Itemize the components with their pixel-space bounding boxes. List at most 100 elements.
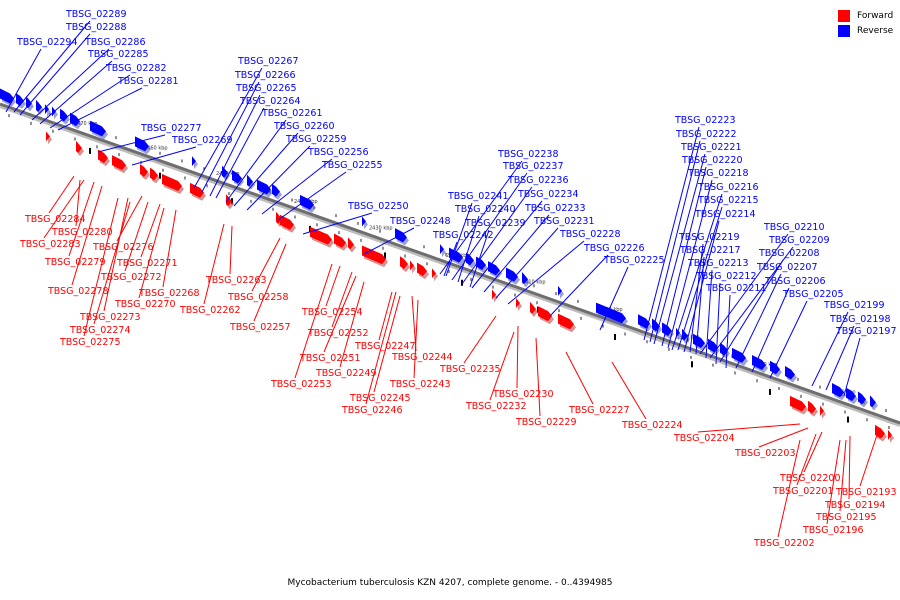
label-leader-line	[735, 273, 782, 369]
major-tick	[691, 361, 693, 368]
forward-gene-arrow	[276, 211, 282, 225]
major-tick	[89, 147, 91, 154]
label-leader-line	[325, 265, 341, 307]
reverse-gene-arrow	[232, 170, 242, 184]
label-leader-line	[677, 206, 723, 351]
label-leader-line	[203, 223, 225, 305]
label-leader-line	[667, 179, 713, 349]
reverse-gene-label: TBSG_02223	[674, 115, 736, 126]
reverse-gene-arrow	[135, 136, 149, 152]
legend-forward-label: Forward	[857, 10, 894, 21]
forward-gene-label: TBSG_02230	[492, 389, 554, 400]
label-leader-line	[516, 325, 519, 389]
reverse-gene-label: TBSG_02281	[117, 76, 179, 87]
forward-gene-arrow	[888, 428, 892, 440]
reverse-gene-label: TBSG_02236	[507, 175, 569, 186]
label-leader-line	[411, 295, 417, 352]
label-leader-line	[843, 337, 861, 397]
reverse-gene-label: TBSG_02216	[697, 182, 759, 193]
reverse-gene-label: TBSG_02221	[680, 142, 742, 153]
major-tick	[769, 388, 771, 395]
reverse-gene-arrow	[558, 284, 562, 296]
label-leader-line	[323, 275, 357, 353]
label-leader-line	[225, 119, 287, 203]
label-leader-line	[229, 225, 233, 275]
reverse-gene-label: TBSG_02265	[235, 83, 297, 94]
label-leader-line	[803, 431, 823, 473]
label-leader-line	[471, 200, 543, 289]
reverse-gene-label: TBSG_02218	[687, 168, 749, 179]
reverse-gene-arrow	[466, 252, 474, 266]
label-leader-line	[611, 361, 647, 420]
reverse-gene-arrow	[26, 96, 32, 109]
reverse-gene-label: TBSG_02261	[261, 108, 323, 119]
scale-label: 2460 kbp	[144, 146, 168, 152]
label-leader-line	[378, 291, 393, 341]
forward-gene-label: TBSG_02273	[79, 312, 141, 323]
major-tick	[847, 416, 849, 423]
reverse-gene-label: TBSG_02286	[84, 37, 146, 48]
label-leader-line	[124, 201, 149, 272]
forward-gene-label: TBSG_02279	[44, 257, 106, 268]
label-leader-line	[443, 241, 458, 277]
label-leader-line	[859, 431, 879, 487]
forward-gene-label: TBSG_02254	[301, 307, 363, 318]
forward-gene-arrow	[538, 306, 552, 322]
label-leader-line	[71, 185, 103, 286]
reverse-gene-label: TBSG_02199	[823, 300, 885, 311]
label-leader-line	[162, 209, 177, 288]
forward-gene-arrow	[410, 259, 414, 271]
forward-gene-arrow	[516, 296, 520, 309]
major-tick	[384, 252, 386, 259]
reverse-gene-arrow	[785, 366, 795, 380]
major-tick	[231, 198, 233, 205]
forward-gene-label: TBSG_02204	[673, 433, 735, 444]
reverse-gene-arrow	[440, 242, 444, 255]
forward-gene-arrow	[162, 173, 182, 192]
gene-labels: TBSG_02289 TBSG_02288 TBSG_02294 TBSG_02286…	[5, 9, 897, 549]
label-leader-line	[68, 181, 95, 257]
label-leader-line	[699, 233, 789, 355]
label-leader-line	[715, 282, 721, 365]
reverse-gene-label: TBSG_02250	[347, 201, 409, 212]
reverse-gene-label: TBSG_02277	[140, 123, 202, 134]
label-leader-line	[233, 132, 299, 207]
reverse-gene-label: TBSG_02211	[705, 283, 767, 294]
reverse-gene-label: TBSG_02234	[517, 189, 579, 200]
forward-gene-label: TBSG_02202	[753, 538, 815, 549]
forward-gene-label: TBSG_02224	[621, 420, 683, 431]
forward-gene-label: TBSG_02249	[315, 368, 377, 379]
label-leader-line	[49, 74, 131, 129]
forward-gene-arrow	[400, 256, 408, 270]
legend-reverse-label: Reverse	[857, 25, 894, 36]
label-leader-line	[339, 281, 365, 368]
forward-gene-arrow	[362, 245, 386, 265]
reverse-gene-label: TBSG_02233	[524, 203, 586, 214]
label-leader-line	[138, 207, 165, 299]
forward-gene-label: TBSG_02283	[19, 239, 81, 250]
reverse-gene-arrow	[522, 272, 528, 285]
label-leader-line	[13, 20, 91, 113]
reverse-gene-label: TBSG_02266	[234, 70, 296, 81]
major-tick	[614, 333, 616, 340]
reverse-gene-arrow	[52, 105, 56, 117]
reverse-gene-arrow	[192, 154, 196, 167]
reverse-gene-arrow	[506, 267, 518, 282]
reverse-gene-arrow	[90, 120, 106, 137]
reverse-gene-label: TBSG_02264	[239, 96, 301, 107]
reverse-gene-label: TBSG_02219	[678, 232, 740, 243]
label-leader-line	[495, 227, 559, 299]
label-leader-line	[48, 175, 75, 214]
forward-gene-label: TBSG_02272	[100, 272, 162, 283]
reverse-gene-label: TBSG_02248	[389, 216, 451, 227]
forward-gene-label: TBSG_02263	[205, 275, 267, 286]
label-leader-line	[5, 48, 42, 113]
label-leader-line	[653, 153, 706, 345]
forward-gene-arrow	[112, 155, 126, 171]
reverse-gene-label: TBSG_02215	[697, 195, 759, 206]
forward-gene-label: TBSG_02244	[391, 352, 453, 363]
forward-gene-label: TBSG_02252	[307, 328, 369, 339]
forward-gene-arrow	[150, 167, 158, 181]
legend-reverse: Reverse	[838, 23, 893, 38]
